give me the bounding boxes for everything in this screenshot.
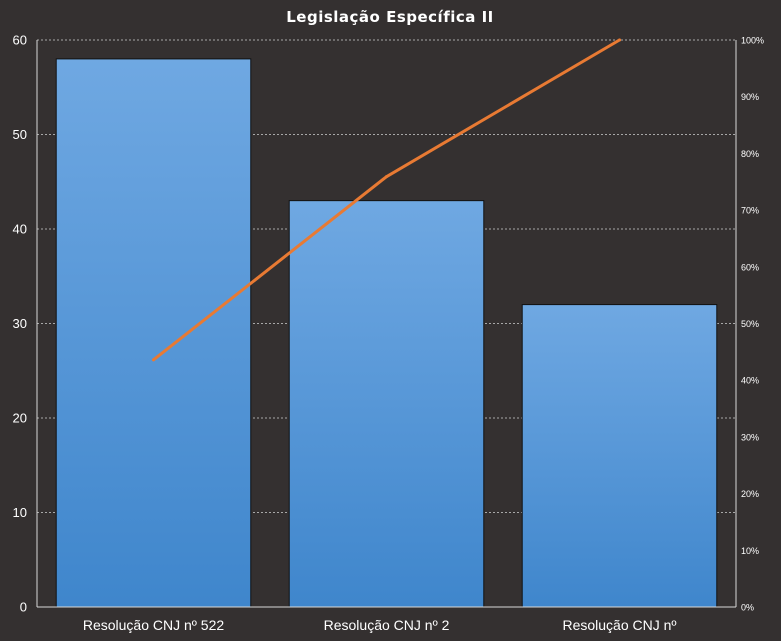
y2-tick-label: 80% bbox=[741, 149, 759, 159]
cumulative-point bbox=[618, 38, 621, 42]
y2-tick-label: 10% bbox=[741, 546, 759, 556]
y2-tick-label: 20% bbox=[741, 489, 759, 499]
y-tick-label: 0 bbox=[20, 600, 27, 615]
cumulative-line bbox=[152, 38, 621, 362]
chart-title: Legislação Específica II bbox=[286, 8, 494, 26]
tick-labels: 0 10 20 30 40 50 60 0% 10% 20% 30% 40% 50% 60% 70% 80% 9… bbox=[13, 33, 765, 634]
y2-tick-label: 90% bbox=[741, 92, 759, 102]
x-tick-label: Resolução CNJ nº 2 bbox=[324, 617, 450, 633]
y2-tick-label: 40% bbox=[741, 376, 759, 386]
y-tick-label: 50 bbox=[13, 127, 27, 142]
y-tick-label: 20 bbox=[13, 411, 27, 426]
y2-tick-label: 50% bbox=[741, 319, 759, 329]
y2-tick-label: 100% bbox=[741, 36, 764, 46]
y2-tick-label: 70% bbox=[741, 206, 759, 216]
x-tick-label: Resolução CNJ nº bbox=[562, 617, 676, 633]
bar bbox=[521, 304, 718, 608]
bars bbox=[55, 58, 718, 608]
y2-tick-label: 0% bbox=[741, 603, 754, 613]
y2-tick-label: 30% bbox=[741, 432, 759, 442]
y2-tick-label: 60% bbox=[741, 262, 759, 272]
bar bbox=[55, 58, 252, 608]
axes bbox=[36, 40, 737, 608]
y-tick-label: 40 bbox=[13, 222, 27, 237]
bar bbox=[288, 200, 485, 608]
x-tick-label: Resolução CNJ nº 522 bbox=[83, 617, 225, 633]
cumulative-point bbox=[152, 358, 155, 362]
y-tick-label: 10 bbox=[13, 505, 27, 520]
y-tick-label: 30 bbox=[13, 316, 27, 331]
y-tick-label: 60 bbox=[13, 33, 27, 48]
cumulative-point bbox=[385, 175, 388, 179]
